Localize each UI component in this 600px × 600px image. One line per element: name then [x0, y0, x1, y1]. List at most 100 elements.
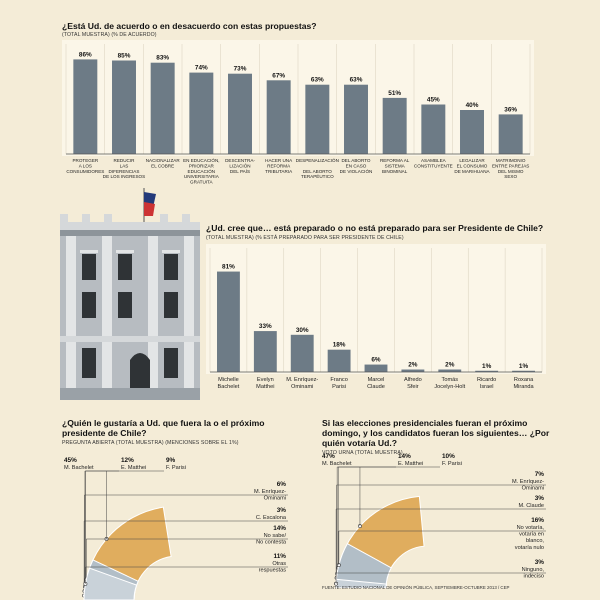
value-label: 33%: [259, 323, 272, 330]
slice-label: votaría nulo: [515, 545, 544, 551]
slice-label: votaría en: [519, 532, 544, 538]
category-label-line: PROTEGER: [72, 158, 98, 163]
donut-slice: [83, 567, 138, 600]
slice-percent: 7%: [535, 471, 545, 478]
bar: [150, 62, 175, 155]
chart3-title: ¿Quién le gustaría a Ud. que fuera la o …: [62, 418, 265, 438]
slice-percent: 47%: [322, 453, 335, 460]
leader-line: [84, 470, 164, 587]
value-label: 1%: [519, 363, 529, 370]
bar: [228, 73, 252, 154]
category-label-line: DESPENALIZACIÓN: [296, 157, 339, 163]
bar: [512, 370, 535, 372]
category-label-line: Tomás: [442, 377, 459, 383]
source-note: FUENTE: ESTUDIO NACIONAL DE OPINIÓN PÚBL…: [322, 585, 510, 590]
slice-label: blanco,: [526, 538, 544, 544]
category-label-line: PRIORIZAR: [189, 163, 215, 168]
slice-percent: 14%: [398, 453, 411, 460]
category-label-line: DEL ABORTO: [303, 169, 332, 174]
bar: [382, 97, 407, 154]
value-label: 2%: [445, 362, 455, 369]
category-label-line: Ominami: [291, 384, 313, 390]
category-label-line: Israel: [480, 384, 494, 390]
leader-line: [83, 520, 288, 596]
category-label-line: Michelle: [218, 377, 239, 383]
chart1-title: ¿Está Ud. de acuerdo o en desacuerdo con…: [62, 21, 317, 31]
slice-label: M. Claude: [519, 503, 545, 509]
category-label-line: ASAMBLEA: [421, 158, 447, 163]
value-label: 67%: [272, 72, 285, 79]
category-label-line: ENTRE PAREJAS: [492, 163, 529, 168]
leader-line: [84, 494, 288, 592]
value-label: 45%: [427, 97, 440, 104]
category-label-line: Parisi: [332, 384, 346, 390]
category-label-line: REFORMA: [267, 163, 291, 168]
bar: [401, 369, 425, 372]
category-label-line: TRIBUTARIA: [265, 169, 293, 174]
bar: [327, 349, 351, 372]
bar: [421, 104, 446, 154]
bar: [438, 369, 462, 372]
category-label-line: CONSUMIDORES: [66, 169, 104, 174]
category-label-line: EN EDUCACIÓN,: [183, 157, 220, 163]
value-label: 83%: [156, 55, 169, 62]
category-label-line: LIZACIÓN: [229, 162, 250, 168]
slice-label: Ominami: [522, 486, 544, 492]
category-label-line: EL COBRE: [151, 163, 174, 168]
slice-label: F. Parisi: [442, 461, 462, 467]
chart3-subtitle: PREGUNTA ABIERTA (TOTAL MUESTRA) (MENCIO…: [62, 440, 239, 446]
chart1-subtitle: (TOTAL MUESTRA) (% DE ACUERDO): [62, 32, 157, 38]
slice-percent: 45%: [64, 457, 77, 464]
category-label-line: Roxana: [514, 377, 534, 383]
bar: [460, 110, 484, 154]
category-label-line: Claude: [367, 384, 385, 390]
category-label-line: Bachelet: [218, 384, 240, 390]
slice-label: Otras: [272, 561, 286, 567]
slice-percent: 3%: [535, 495, 545, 502]
bar: [344, 84, 368, 154]
bar: [290, 334, 314, 372]
slice-label: No contesta: [256, 540, 287, 546]
category-label-line: M. Enríquez-: [286, 377, 318, 383]
leader-line: [336, 466, 440, 574]
value-label: 40%: [466, 102, 479, 109]
category-label-line: TERAPÉUTICO: [301, 173, 334, 179]
chart4-title: Si las elecciones presidenciales fueran …: [322, 418, 550, 448]
category-label-line: SEXO: [504, 174, 517, 179]
category-label-line: EL CONSUMO: [457, 163, 488, 168]
bar: [112, 60, 136, 154]
category-label-line: MATRIMONIO: [496, 158, 526, 163]
slice-label: M. Enríquez-: [254, 489, 286, 495]
category-label-line: Franco: [330, 377, 347, 383]
slice-label: indeciso: [523, 574, 544, 580]
leader-line: [336, 484, 546, 578]
slice-label: F. Parisi: [166, 465, 186, 471]
slice-label: C. Escalona: [256, 515, 287, 521]
slice-label: E. Matthei: [121, 465, 146, 471]
value-label: 18%: [333, 342, 346, 349]
category-label: M. Enríquez-Ominami: [286, 377, 318, 390]
category-label-line: LEGALIZAR: [459, 158, 485, 163]
category-label-line: Jocelyn-Holt: [434, 384, 465, 390]
slice-label: No sabe/: [264, 533, 287, 539]
leader-line: [85, 566, 288, 584]
la-moneda-palace-illustration: [60, 188, 200, 400]
bar: [498, 114, 523, 154]
slice-percent: 11%: [274, 553, 287, 560]
category-label-line: EDUCACIÓN: [188, 168, 216, 174]
category-label-line: Marcel: [368, 377, 385, 383]
